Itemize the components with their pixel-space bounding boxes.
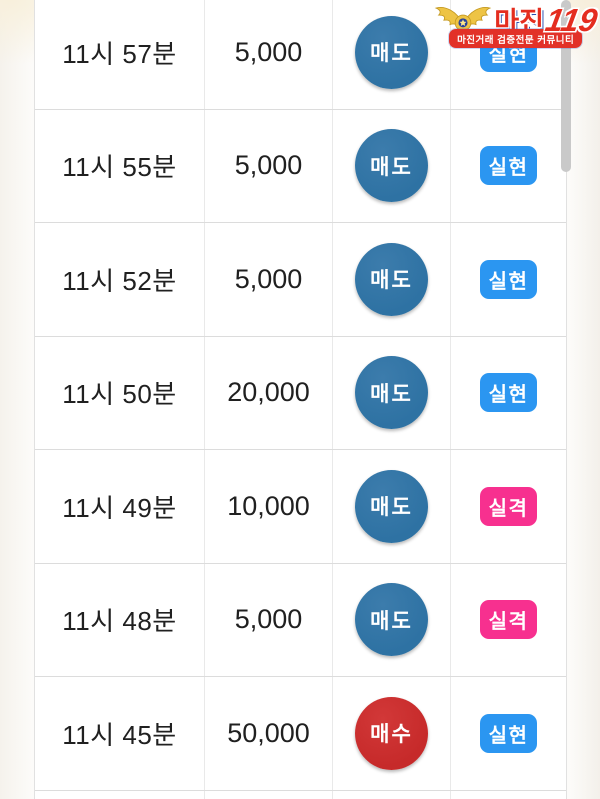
trade-time: 11시 52분 xyxy=(35,223,205,336)
trade-side-cell: 매수 xyxy=(333,677,451,790)
trade-side-badge: 매도 xyxy=(355,469,428,543)
trade-row: 11시 50분 20,000 매도 실현 xyxy=(35,336,566,450)
trade-result-badge: 실현 xyxy=(480,146,537,186)
trade-amount: 5,000 xyxy=(205,223,333,336)
trade-result-cell: 실현 xyxy=(451,337,566,450)
trade-result-cell: 실현 xyxy=(451,110,566,223)
trade-result-cell: 실현 xyxy=(451,677,566,790)
trade-side-badge: 매도 xyxy=(355,15,428,89)
trade-result-cell: 실격 xyxy=(451,564,566,677)
trade-side-badge: 매수 xyxy=(355,696,428,770)
trade-amount: 50,000 xyxy=(205,677,333,790)
trade-side-badge: 매도 xyxy=(355,129,428,203)
trade-side-cell: 매도 xyxy=(333,0,451,109)
trade-side-cell: 매도 xyxy=(333,223,451,336)
brand-number: 119 xyxy=(542,2,600,38)
trade-row: 11시 55분 5,000 매도 실현 xyxy=(35,109,566,223)
trade-amount: 5,000 xyxy=(205,109,333,222)
trade-time: 11시 49분 xyxy=(35,450,205,563)
trade-amount: 20,000 xyxy=(205,336,333,449)
trade-time: 11시 50분 xyxy=(35,336,205,449)
trade-side-cell xyxy=(333,790,451,799)
trade-result-cell: 실격 xyxy=(451,450,566,563)
trade-amount: 5,000 xyxy=(205,563,333,676)
trade-time: 11시 55분 xyxy=(35,109,205,222)
trade-row: 11시 52분 5,000 매도 실현 xyxy=(35,223,566,337)
trade-row: 11시 49분 10,000 매도 실격 xyxy=(35,450,566,564)
trade-time xyxy=(35,790,205,799)
trade-side-badge: 매도 xyxy=(355,242,428,316)
trade-side-badge: 매도 xyxy=(355,583,428,657)
trade-table: 11시 57분 5,000 매도 실현 11시 55분 5,000 매도 실현 … xyxy=(34,0,567,799)
trade-result-cell: 실현 xyxy=(451,223,566,336)
trade-result-cell xyxy=(451,791,566,799)
logo-tagline: 마진거래 검증전문 커뮤니티 xyxy=(457,34,575,46)
trade-side-cell: 매도 xyxy=(333,563,451,676)
trade-amount xyxy=(205,790,333,799)
trade-side-cell: 매도 xyxy=(333,109,451,222)
trade-row: 11시 48분 5,000 매도 실격 xyxy=(35,563,566,677)
trade-result-badge: 실현 xyxy=(480,713,537,753)
community-logo: 마진 119 마진거래 검증전문 커뮤니티 xyxy=(434,2,600,48)
trade-row: 11시 45분 50,000 매수 실현 xyxy=(35,677,566,791)
trade-result-badge: 실현 xyxy=(480,259,537,299)
trade-amount: 10,000 xyxy=(205,450,333,563)
gold-eagle-emblem-icon xyxy=(435,7,492,32)
trade-side-cell: 매도 xyxy=(333,450,451,563)
logo-tagline-banner: 마진거래 검증전문 커뮤니티 xyxy=(449,29,583,48)
trade-result-badge: 실격 xyxy=(480,486,537,526)
trade-time: 11시 57분 xyxy=(35,0,205,109)
trade-row xyxy=(35,790,566,799)
trade-amount: 5,000 xyxy=(205,0,333,109)
trade-side-cell: 매도 xyxy=(333,336,451,449)
trade-time: 11시 48분 xyxy=(35,563,205,676)
trade-side-badge: 매도 xyxy=(355,356,428,430)
scrollbar-thumb[interactable] xyxy=(561,0,571,172)
trade-result-badge: 실격 xyxy=(480,600,537,640)
trade-time: 11시 45분 xyxy=(35,677,205,790)
trade-result-badge: 실현 xyxy=(480,373,537,413)
